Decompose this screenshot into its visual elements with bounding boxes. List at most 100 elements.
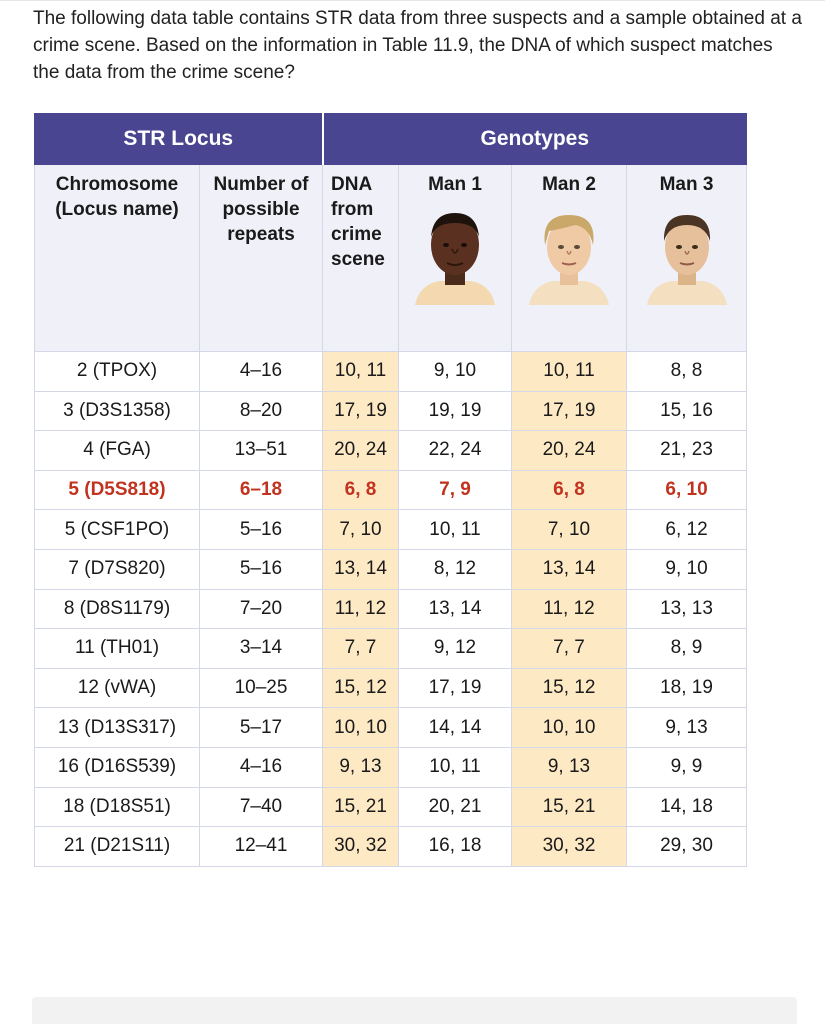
crime-scene-dna-cell: 7, 10	[322, 509, 399, 550]
answer-input-area[interactable]	[32, 997, 797, 1024]
man1-portrait-icon	[415, 213, 495, 305]
table-row: 16 (D16S539) 4–16 9, 13 10, 11 9, 13 9, 9	[34, 746, 748, 788]
man2-genotype-cell: 10, 10	[511, 707, 627, 748]
man2-genotype-cell: 9, 13	[511, 746, 627, 788]
locus-cell: 5 (CSF1PO)	[34, 509, 200, 550]
locus-cell: 13 (D13S317)	[34, 707, 200, 748]
man2-genotype-cell: 17, 19	[511, 390, 627, 432]
repeats-cell: 7–40	[199, 786, 323, 828]
locus-cell: 8 (D8S1179)	[34, 588, 200, 630]
man2-column-header: Man 2	[511, 164, 627, 352]
dna-header-line3: crime	[331, 224, 382, 245]
man2-genotype-cell: 7, 7	[511, 628, 627, 669]
top-divider	[0, 0, 825, 1]
repeats-cell: 6–18	[199, 469, 323, 511]
locus-cell: 3 (D3S1358)	[34, 390, 200, 432]
table-row: 3 (D3S1358) 8–20 17, 19 19, 19 17, 19 15, 16	[34, 390, 748, 432]
man3-genotype-cell: 29, 30	[625, 826, 748, 867]
man1-genotype-cell: 8, 12	[398, 548, 512, 590]
man2-genotype-cell: 11, 12	[511, 588, 627, 630]
dna-header-line4: scene	[331, 249, 385, 270]
man1-genotype-cell: 9, 10	[398, 351, 512, 392]
chromosome-header-line2: (Locus name)	[55, 199, 179, 220]
man3-genotype-cell: 15, 16	[625, 390, 748, 432]
man3-genotype-cell: 8, 8	[625, 351, 748, 392]
table-row: 2 (TPOX) 4–16 10, 11 9, 10 10, 11 8, 8	[34, 351, 748, 392]
man2-genotype-cell: 13, 14	[511, 548, 627, 590]
locus-cell: 2 (TPOX)	[34, 351, 200, 392]
repeats-cell: 3–14	[199, 628, 323, 669]
repeats-cell: 8–20	[199, 390, 323, 432]
man1-genotype-cell: 7, 9	[398, 469, 512, 511]
dna-header-line2: from	[331, 199, 374, 220]
crime-scene-dna-cell: 15, 12	[322, 667, 399, 709]
chromosome-column-header: Chromosome (Locus name)	[34, 164, 200, 352]
man1-genotype-cell: 17, 19	[398, 667, 512, 709]
crime-scene-dna-cell: 7, 7	[322, 628, 399, 669]
crime-scene-dna-cell: 30, 32	[322, 826, 399, 867]
crime-scene-dna-cell: 20, 24	[322, 430, 399, 471]
locus-cell: 11 (TH01)	[34, 628, 200, 669]
table-row: 5 (D5S818) 6–18 6, 8 7, 9 6, 8 6, 10	[34, 469, 748, 511]
repeats-cell: 5–17	[199, 707, 323, 748]
table-row: 8 (D8S1179) 7–20 11, 12 13, 14 11, 12 13, 13	[34, 588, 748, 630]
str-data-table: STR Locus Genotypes Chromosome (Locus na…	[34, 113, 748, 867]
table-row: 11 (TH01) 3–14 7, 7 9, 12 7, 7 8, 9	[34, 628, 748, 669]
man1-genotype-cell: 9, 12	[398, 628, 512, 669]
repeats-column-header: Number of possible repeats	[199, 164, 323, 352]
repeats-cell: 12–41	[199, 826, 323, 867]
locus-cell: 7 (D7S820)	[34, 548, 200, 590]
locus-cell: 18 (D18S51)	[34, 786, 200, 828]
table-row: 21 (D21S11) 12–41 30, 32 16, 18 30, 32 29, 30	[34, 826, 748, 867]
table-row: 5 (CSF1PO) 5–16 7, 10 10, 11 7, 10 6, 12	[34, 509, 748, 550]
chromosome-header-line1: Chromosome	[55, 174, 179, 195]
man1-genotype-cell: 22, 24	[398, 430, 512, 471]
str-locus-header: STR Locus	[34, 113, 324, 165]
dna-column-header: DNA from crime scene	[322, 164, 399, 352]
man3-genotype-cell: 9, 10	[625, 548, 748, 590]
locus-cell: 5 (D5S818)	[34, 469, 200, 511]
crime-scene-dna-cell: 9, 13	[322, 746, 399, 788]
crime-scene-dna-cell: 10, 10	[322, 707, 399, 748]
man3-portrait-icon	[646, 215, 727, 305]
repeats-cell: 4–16	[199, 746, 323, 788]
table-row: 12 (vWA) 10–25 15, 12 17, 19 15, 12 18, 19	[34, 667, 748, 709]
man3-genotype-cell: 18, 19	[625, 667, 748, 709]
man3-genotype-cell: 6, 12	[625, 509, 748, 550]
repeats-cell: 13–51	[199, 430, 323, 471]
man3-genotype-cell: 14, 18	[625, 786, 748, 828]
man1-genotype-cell: 19, 19	[398, 390, 512, 432]
locus-cell: 12 (vWA)	[34, 667, 200, 709]
table-row: 7 (D7S820) 5–16 13, 14 8, 12 13, 14 9, 10	[34, 548, 748, 590]
man3-genotype-cell: 9, 9	[625, 746, 748, 788]
crime-scene-dna-cell: 6, 8	[322, 469, 399, 511]
man3-column-header: Man 3	[625, 164, 748, 352]
crime-scene-dna-cell: 15, 21	[322, 786, 399, 828]
man2-label: Man 2	[542, 174, 596, 195]
man3-genotype-cell: 9, 13	[625, 707, 748, 748]
genotypes-header: Genotypes	[321, 113, 748, 165]
man3-genotype-cell: 8, 9	[625, 628, 748, 669]
man2-genotype-cell: 10, 11	[511, 351, 627, 392]
crime-scene-dna-cell: 17, 19	[322, 390, 399, 432]
crime-scene-dna-cell: 10, 11	[322, 351, 399, 392]
man1-label: Man 1	[428, 174, 482, 195]
table-row: 18 (D18S51) 7–40 15, 21 20, 21 15, 21 14, 18	[34, 786, 748, 828]
man3-genotype-cell: 6, 10	[625, 469, 748, 511]
question-text: The following data table contains STR da…	[33, 8, 802, 83]
man1-genotype-cell: 10, 11	[398, 509, 512, 550]
repeats-header-line1: Number of	[213, 174, 309, 195]
table-subheader-row: Chromosome (Locus name) Number of possib…	[34, 164, 748, 352]
man3-label: Man 3	[659, 174, 714, 195]
table-row: 13 (D13S317) 5–17 10, 10 14, 14 10, 10 9, 13	[34, 707, 748, 748]
man1-genotype-cell: 14, 14	[398, 707, 512, 748]
man1-genotype-cell: 10, 11	[398, 746, 512, 788]
man2-portrait-icon	[529, 215, 609, 305]
table-header-row: STR Locus Genotypes	[34, 113, 748, 165]
man1-column-header: Man 1	[398, 164, 512, 352]
repeats-cell: 4–16	[199, 351, 323, 392]
locus-cell: 21 (D21S11)	[34, 826, 200, 867]
man1-genotype-cell: 16, 18	[398, 826, 512, 867]
locus-cell: 16 (D16S539)	[34, 746, 200, 788]
